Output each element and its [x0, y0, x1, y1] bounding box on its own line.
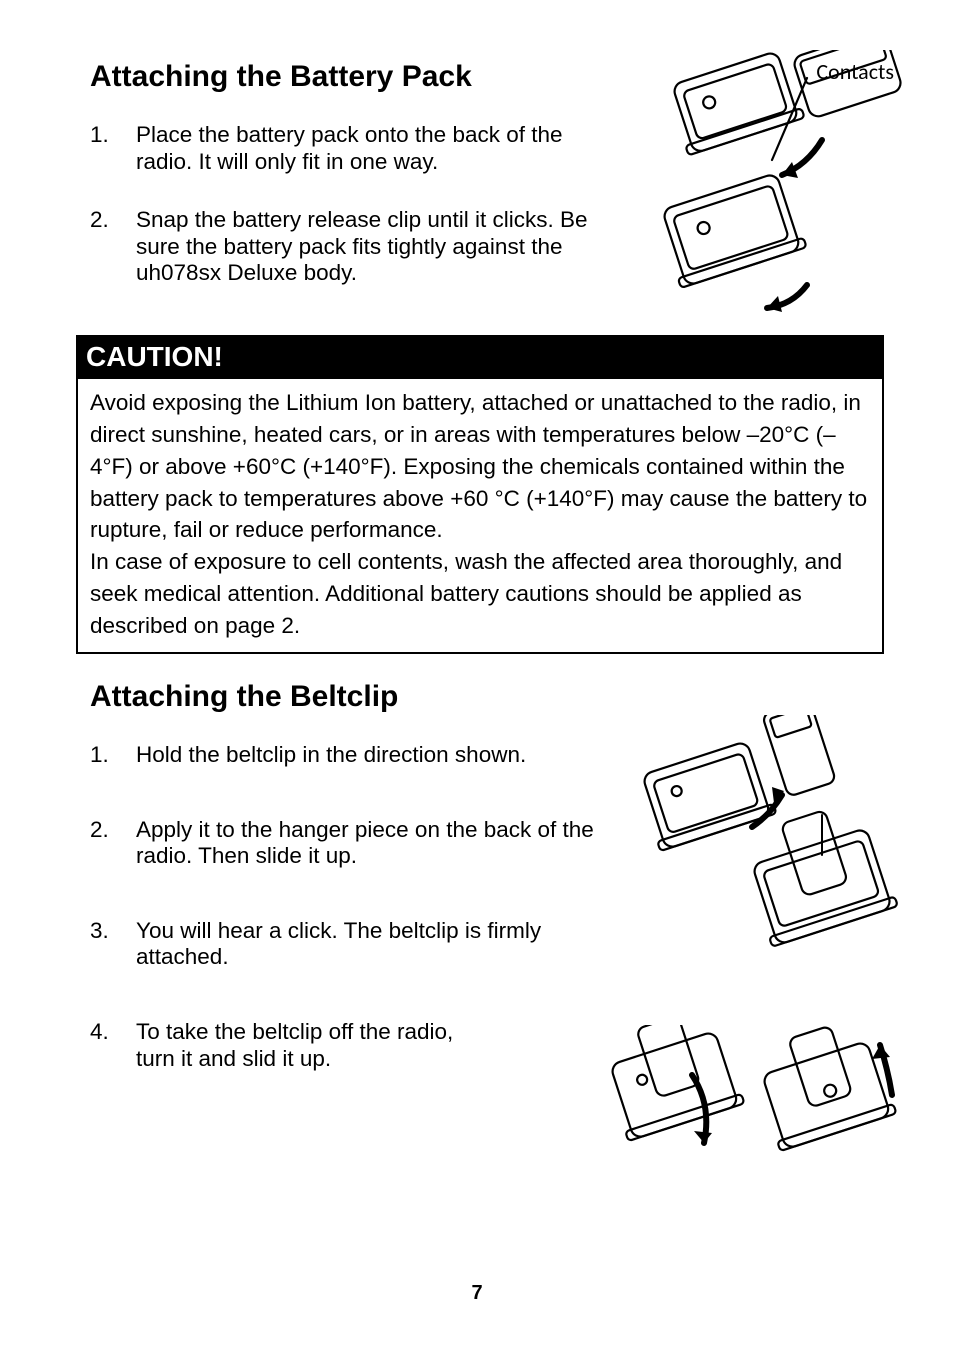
step-text: Hold the beltclip in the direction shown… — [136, 742, 526, 769]
page-number: 7 — [0, 1282, 954, 1305]
caution-body: Avoid exposing the Lithium Ion battery, … — [76, 379, 884, 655]
step-number: 3. — [90, 918, 136, 971]
step-number: 2. — [90, 817, 136, 870]
caution-text-1: Avoid exposing the Lithium Ion battery, … — [90, 390, 867, 543]
beltclip-svg-bottom — [592, 1025, 912, 1205]
step-number: 1. — [90, 122, 136, 175]
battery-illustration: Contacts — [642, 50, 912, 330]
step-number: 1. — [90, 742, 136, 769]
heading-beltclip: Attaching the Beltclip — [90, 680, 882, 714]
caution-text-2: In case of exposure to cell contents, wa… — [90, 549, 842, 638]
section-battery: Attaching the Battery Pack 1. Place the … — [90, 60, 882, 287]
battery-svg — [642, 50, 912, 330]
step-number: 2. — [90, 207, 136, 287]
beltclip-svg-top — [612, 715, 912, 1025]
section-beltclip: Attaching the Beltclip 1. Hold the beltc… — [90, 680, 882, 1072]
caution-header: CAUTION! — [76, 335, 884, 379]
step-text: To take the beltclip off the radio, turn… — [136, 1019, 453, 1072]
step-text: Place the battery pack onto the back of … — [136, 122, 616, 175]
contacts-label: Contacts — [816, 58, 894, 85]
step-text: Snap the battery release clip until it c… — [136, 207, 596, 287]
beltclip-illustration-bottom — [592, 1025, 912, 1205]
beltclip-illustration-top — [612, 715, 912, 1025]
step-text: You will hear a click. The beltclip is f… — [136, 918, 606, 971]
step-number: 4. — [90, 1019, 136, 1072]
step-text: Apply it to the hanger piece on the back… — [136, 817, 606, 870]
